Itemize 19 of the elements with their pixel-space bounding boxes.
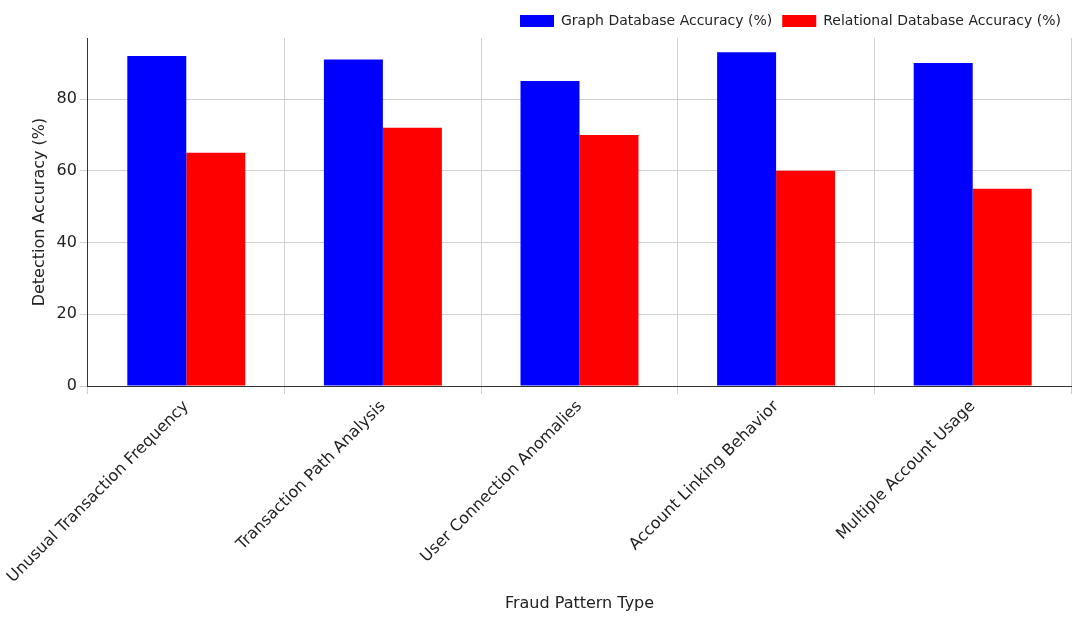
bar [382,127,442,386]
x-axis-title: Fraud Pattern Type [504,592,655,612]
y-tick-label: 40 [56,231,77,251]
y-tick-label: 60 [56,159,77,179]
legend-label: Relational Database Accuracy (%) [823,11,1061,28]
y-tick-label: 0 [66,375,77,395]
bar [776,170,836,386]
bar [520,81,580,386]
bar [579,134,639,386]
bar [323,59,383,386]
bar [186,152,246,386]
y-tick-label: 20 [56,303,77,323]
bar [717,52,777,386]
bar [127,55,187,386]
y-tick-label: 80 [56,88,77,108]
y-axis-title: Detection Accuracy (%) [29,117,49,307]
bar [913,63,973,386]
legend-label: Graph Database Accuracy (%) [561,11,773,28]
bar [972,188,1032,386]
